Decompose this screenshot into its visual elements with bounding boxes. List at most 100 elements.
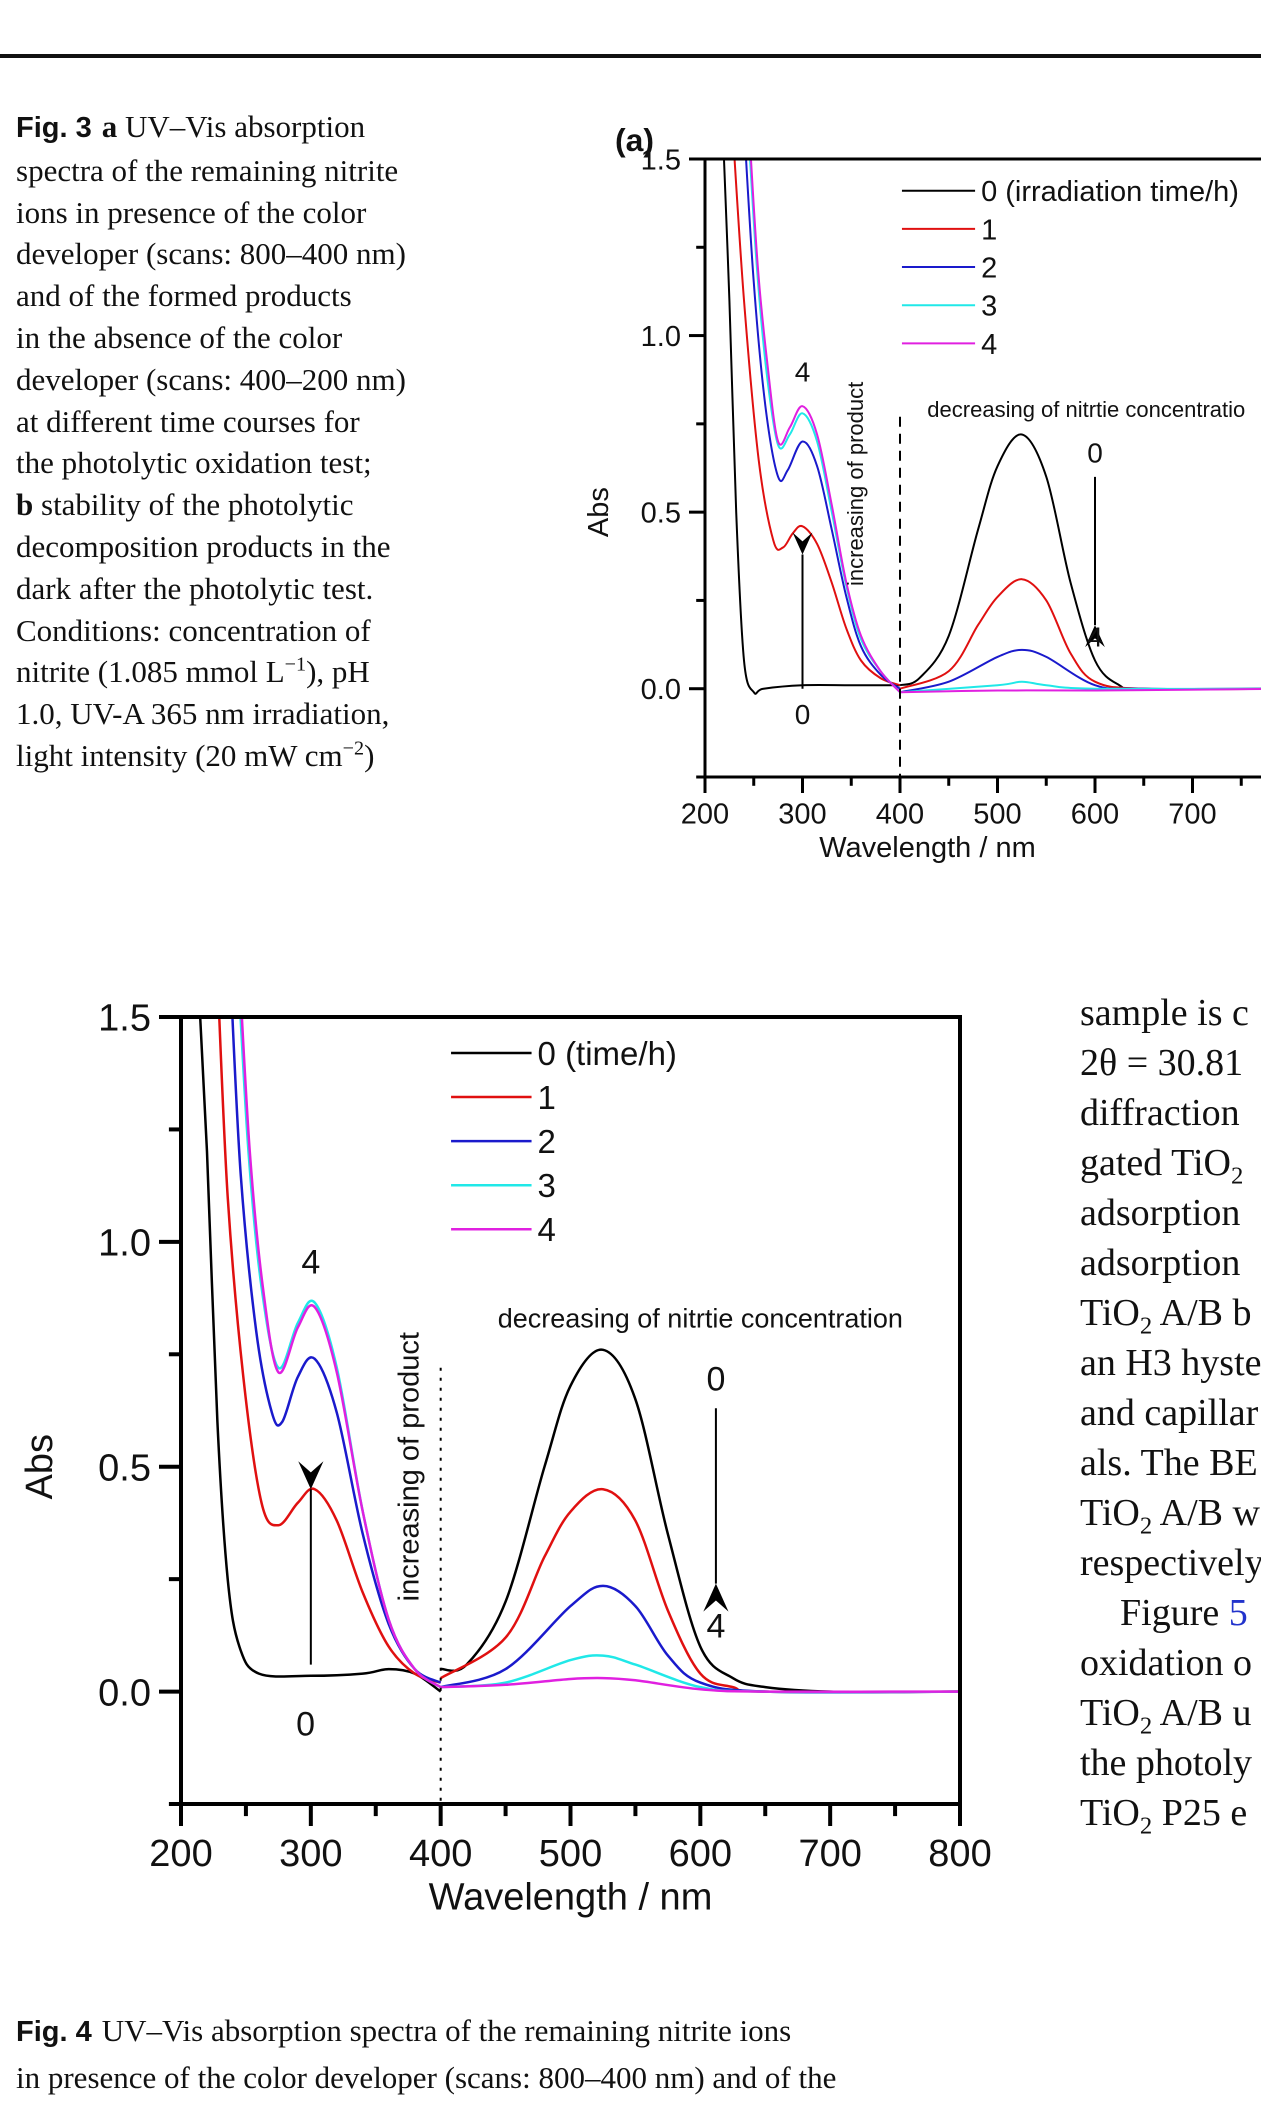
subscript: 2 xyxy=(1139,1312,1153,1340)
series-line-0 xyxy=(440,1348,960,1694)
end-time-label: 4 xyxy=(706,1608,725,1646)
body-line: respectively xyxy=(1080,1538,1261,1588)
caption-text: in presence of the color developer (scan… xyxy=(16,2060,837,2095)
body-text: A/B w xyxy=(1152,1492,1260,1534)
body-text: the photoly xyxy=(1080,1742,1253,1784)
caption-text: spectra of the remaining nitrite xyxy=(16,152,399,188)
x-tick-label: 400 xyxy=(876,798,924,830)
start-time-label: 0 xyxy=(706,1360,725,1398)
caption-text: ions in presence of the color xyxy=(16,194,367,230)
x-tick-label: 400 xyxy=(409,1833,472,1875)
y-axis-label: Abs xyxy=(19,1434,61,1499)
peak-time-label: 4 xyxy=(795,356,811,387)
series-line-0 xyxy=(722,159,900,695)
caption-text: in the absence of the color xyxy=(16,319,343,355)
superscript: −2 xyxy=(342,737,365,760)
subscript: 2 xyxy=(1139,1512,1153,1540)
body-text: TiO xyxy=(1080,1792,1140,1834)
caption-text: developer (scans: 400–200 nm) xyxy=(16,361,406,397)
legend-label: 4 xyxy=(538,1211,556,1248)
body-text-column: sample is c 2θ = 30.81 diffraction gated Ti… xyxy=(1080,988,1261,1838)
end-time-label: 4 xyxy=(1087,621,1103,652)
increase-arrow-icon-head xyxy=(298,1461,324,1490)
start-time-label: 0 xyxy=(1087,438,1103,469)
body-line: an H3 hyste xyxy=(1080,1338,1261,1388)
body-text: adsorption xyxy=(1080,1192,1241,1234)
caption-text: and of the formed products xyxy=(16,278,352,314)
superscript: −1 xyxy=(284,654,307,677)
decrease-arrow-icon-head xyxy=(1085,625,1105,648)
body-line: oxidation o xyxy=(1080,1638,1261,1688)
body-text: A/B b xyxy=(1152,1292,1252,1334)
subscript: 2 xyxy=(1139,1712,1153,1740)
baseline-time-label: 0 xyxy=(296,1706,315,1744)
decreasing-nitrite-annotation: decreasing of nitrtie concentratio xyxy=(927,397,1245,422)
caption-text: 1.0, UV-A 365 nm irradiation, xyxy=(16,696,390,732)
legend-label: 4 xyxy=(981,329,997,361)
y-axis-label: Abs xyxy=(583,487,615,537)
body-text: and capillar xyxy=(1080,1392,1259,1434)
series-line-4 xyxy=(899,687,1261,694)
body-text: P25 e xyxy=(1152,1792,1248,1834)
body-line: adsorption xyxy=(1080,1188,1261,1238)
increasing-product-annotation: increasing of product xyxy=(843,382,868,586)
series-line-1 xyxy=(899,578,1261,691)
series-line-1 xyxy=(733,159,901,687)
y-tick-label: 0.5 xyxy=(641,498,681,530)
x-tick-label: 800 xyxy=(928,1833,991,1875)
series-line-2 xyxy=(231,1017,442,1684)
caption-line: b stability of the photolytic xyxy=(16,484,486,526)
increase-arrow-icon-head xyxy=(792,532,813,555)
figure-4-caption: Fig. 4 UV–Vis absorption spectra of the r… xyxy=(16,2008,1016,2101)
series-line-3 xyxy=(749,159,901,693)
body-text: 2θ = 30.81 xyxy=(1080,1042,1244,1084)
body-text: adsorption xyxy=(1080,1242,1241,1284)
caption-text: ) xyxy=(364,737,375,773)
body-line: TiO2 A/B b xyxy=(1080,1288,1261,1338)
series-line-4 xyxy=(749,159,901,693)
caption-line: Fig. 3 a UV–Vis absorption xyxy=(16,106,486,150)
x-tick-label: 300 xyxy=(279,1833,342,1875)
x-tick-label: 200 xyxy=(149,1833,212,1875)
caption-text: UV–Vis absorption xyxy=(117,109,366,144)
caption-text: ), pH xyxy=(306,654,370,690)
series-line-1 xyxy=(440,1487,960,1694)
caption-line: spectra of the remaining nitrite xyxy=(16,150,486,192)
x-tick-label: 700 xyxy=(1168,798,1216,830)
page-top-rule xyxy=(0,54,1261,58)
body-text: A/B u xyxy=(1152,1692,1252,1734)
caption-text: Conditions: concentration of xyxy=(16,612,371,648)
y-tick-label: 1.5 xyxy=(641,144,681,176)
decrease-arrow-icon-head xyxy=(703,1583,729,1612)
caption-line: decomposition products in the xyxy=(16,526,486,568)
body-line: sample is c xyxy=(1080,988,1261,1038)
x-axis-label: Wavelength / nm xyxy=(819,832,1036,864)
x-tick-label: 500 xyxy=(539,1833,602,1875)
decreasing-nitrite-annotation: decreasing of nitrtie concentration xyxy=(498,1303,903,1333)
subscript: 2 xyxy=(1230,1162,1244,1190)
body-text: an H3 hyste xyxy=(1080,1342,1261,1384)
x-tick-label: 700 xyxy=(798,1833,861,1875)
legend-label: 2 xyxy=(981,253,997,285)
caption-line: ions in presence of the color xyxy=(16,192,486,234)
baseline-time-label: 0 xyxy=(795,699,811,730)
series-line-0 xyxy=(199,1017,442,1693)
figure-link[interactable]: 5 xyxy=(1228,1592,1248,1634)
legend-label: 1 xyxy=(538,1079,556,1116)
y-tick-label: 0.5 xyxy=(98,1447,151,1489)
caption-line: and of the formed products xyxy=(16,275,486,317)
panel-letter: b xyxy=(16,487,34,523)
body-line: TiO2 P25 e xyxy=(1080,1788,1261,1838)
caption-line: developer (scans: 400–200 nm) xyxy=(16,359,486,401)
caption-text: developer (scans: 800–400 nm) xyxy=(16,236,406,272)
x-tick-label: 600 xyxy=(669,1833,732,1875)
figure-label: Fig. 3 xyxy=(16,112,92,144)
body-text: sample is c xyxy=(1080,992,1249,1034)
body-line: gated TiO2 xyxy=(1080,1138,1261,1188)
subscript: 2 xyxy=(1139,1812,1153,1840)
body-text: TiO xyxy=(1080,1292,1140,1334)
body-line: adsorption xyxy=(1080,1238,1261,1288)
caption-line: light intensity (20 mW cm−2) xyxy=(16,735,486,777)
figure-3-caption: Fig. 3 a UV–Vis absorption spectra of the … xyxy=(16,106,486,777)
x-tick-label: 200 xyxy=(681,798,729,830)
